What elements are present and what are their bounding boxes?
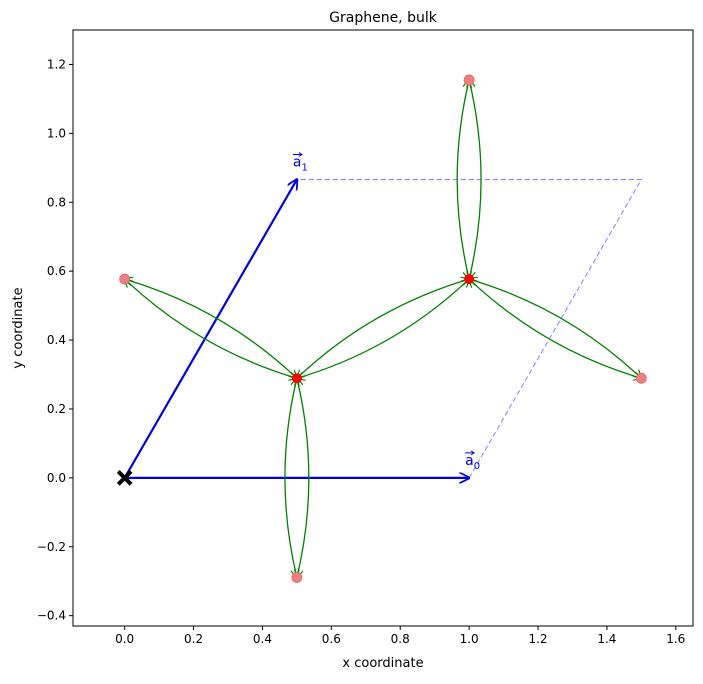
x-tick-label: 0.4 <box>253 632 272 646</box>
y-tick-label: 0.0 <box>47 471 66 485</box>
y-tick-label: 0.6 <box>47 264 66 278</box>
x-tick-label: 1.6 <box>666 632 685 646</box>
hopping-arrow <box>284 378 297 577</box>
neighbor-site-point <box>463 74 475 86</box>
y-axis-label: y coordinate <box>11 287 26 368</box>
neighbor-site-point <box>119 273 131 285</box>
origin-marker <box>116 470 133 486</box>
neighbor-site-point <box>291 572 303 583</box>
x-tick-label: 0.0 <box>115 632 134 646</box>
x-tick-label: 1.0 <box>460 632 479 646</box>
neighbor-site-point <box>635 372 647 384</box>
x-axis-ticks: 0.0 0.2 0.4 0.6 0.8 1.0 1.2 1.4 1.6 <box>115 626 685 646</box>
hopping-arrow <box>469 279 641 378</box>
x-axis-label: x coordinate <box>342 656 423 671</box>
hopping-arrow <box>297 279 469 378</box>
y-tick-label: 0.8 <box>47 195 66 209</box>
hopping-arrow <box>469 80 482 279</box>
vector-accent-head <box>298 152 303 157</box>
hopping-arrow <box>125 279 297 378</box>
site-point <box>291 373 302 384</box>
y-tick-label: 1.2 <box>47 57 66 71</box>
site-point <box>464 274 475 285</box>
x-tick-label: 1.2 <box>528 632 547 646</box>
x-tick-label: 0.2 <box>184 632 203 646</box>
x-tick-label: 1.4 <box>597 632 616 646</box>
y-tick-label: 0.2 <box>47 402 66 416</box>
chart-title: Graphene, bulk <box>329 10 438 26</box>
x-tick-label: 0.8 <box>391 632 410 646</box>
plot-area <box>72 29 694 627</box>
hopping-arrow <box>297 378 310 577</box>
y-tick-label: −0.4 <box>37 609 66 623</box>
y-tick-label: −0.2 <box>37 540 66 554</box>
hopping-arrow <box>456 80 469 279</box>
y-axis-ticks: −0.4 −0.2 0.0 0.2 0.4 0.6 0.8 1.0 1.2 <box>37 57 73 623</box>
y-tick-label: 1.0 <box>47 126 66 140</box>
x-tick-label: 0.6 <box>322 632 341 646</box>
vector-accent-head <box>470 450 476 456</box>
y-tick-label: 0.4 <box>47 333 66 347</box>
